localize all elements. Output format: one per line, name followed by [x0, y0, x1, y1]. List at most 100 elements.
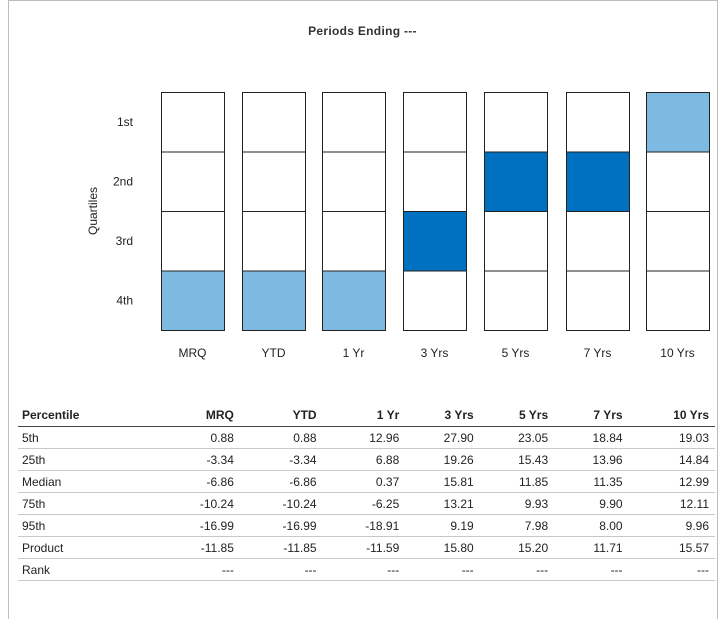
table-header-row: Percentile MRQ YTD 1 Yr 3 Yrs 5 Yrs 7 Yr…: [18, 404, 715, 427]
table-cell: ---: [479, 558, 555, 581]
quartile-cell-highlighted: [646, 92, 710, 153]
table-cell: ---: [239, 558, 323, 581]
quartile-cell-highlighted: [242, 270, 306, 331]
quartile-cell: [566, 92, 630, 153]
period-label: YTD: [262, 346, 286, 360]
table-row: Median -6.86 -6.86 0.37 15.81 11.85 11.35 12.99: [18, 470, 715, 493]
table-cell: 9.96: [628, 514, 715, 537]
col-header-ytd: YTD: [239, 404, 323, 427]
table-cell: 9.19: [405, 514, 480, 537]
percentile-table: Percentile MRQ YTD 1 Yr 3 Yrs 5 Yrs 7 Yr…: [18, 404, 715, 581]
y-axis-label: Quartiles: [86, 187, 100, 235]
table-cell: -6.25: [322, 492, 406, 515]
quartile-label: 2nd: [113, 174, 133, 188]
col-header-percentile: Percentile: [18, 404, 158, 427]
table-cell: -6.86: [239, 470, 323, 493]
table-cell: -16.99: [239, 514, 323, 537]
table-cell: 0.88: [157, 426, 240, 449]
quartile-cell: [484, 211, 548, 272]
table-cell: 7.98: [479, 514, 555, 537]
quartile-cell: [646, 270, 710, 331]
quartile-cell: [403, 270, 467, 331]
row-label: 5th: [18, 426, 158, 449]
quartile-cell: [322, 151, 386, 212]
quartile-chart: MRQ YTD 1 Yr 3 Yrs 5 Yrs 7 Yrs 10 Yrs 1st 2nd 3rd…: [86, 92, 710, 360]
table-cell: 0.37: [322, 470, 406, 493]
table-cell: 15.57: [628, 536, 715, 559]
table-cell: ---: [554, 558, 629, 581]
quartile-cell: [566, 211, 630, 272]
quartile-label: 3rd: [116, 234, 133, 248]
period-label: 10 Yrs: [660, 346, 694, 360]
table-cell: 15.80: [405, 536, 480, 559]
table-cell: -16.99: [157, 514, 240, 537]
table-cell: -10.24: [239, 492, 323, 515]
row-label: Product: [18, 536, 158, 559]
table-cell: -18.91: [322, 514, 406, 537]
table-row: 75th -10.24 -10.24 -6.25 13.21 9.93 9.90 12.11: [18, 492, 715, 515]
table-cell: -3.34: [157, 448, 240, 471]
table-cell: -6.86: [157, 470, 240, 493]
table-cell: 23.05: [479, 426, 555, 449]
chart-title: Periods Ending ---: [308, 24, 417, 38]
row-label: Rank: [18, 558, 158, 581]
table-cell: 9.93: [479, 492, 555, 515]
table-cell: 11.71: [554, 536, 629, 559]
table-cell: 15.43: [479, 448, 555, 471]
quartile-cell: [242, 92, 306, 153]
quartile-cell: [242, 211, 306, 272]
table-cell: -11.85: [239, 536, 323, 559]
col-header-5yrs: 5 Yrs: [479, 404, 555, 427]
table-row: 5th 0.88 0.88 12.96 27.90 23.05 18.84 19.03: [18, 426, 715, 449]
quartile-label: 4th: [116, 293, 133, 307]
table-cell: ---: [405, 558, 480, 581]
quartile-cell: [403, 92, 467, 153]
quartile-cell-highlighted: [484, 151, 548, 212]
row-label: 25th: [18, 448, 158, 471]
table-cell: 27.90: [405, 426, 480, 449]
quartile-cell-highlighted: [403, 211, 467, 272]
table-cell: 14.84: [628, 448, 715, 471]
table-cell: 19.26: [405, 448, 480, 471]
quartile-cell: [161, 92, 225, 153]
quartile-cell: [484, 92, 548, 153]
table-cell: -3.34: [239, 448, 323, 471]
table-cell: 11.85: [479, 470, 555, 493]
table-cell: ---: [322, 558, 406, 581]
row-label: 75th: [18, 492, 158, 515]
period-label: 5 Yrs: [502, 346, 530, 360]
table-cell: 0.88: [239, 426, 323, 449]
table-cell: 8.00: [554, 514, 629, 537]
table-cell: 18.84: [554, 426, 629, 449]
table-cell: 9.90: [554, 492, 629, 515]
col-header-1yr: 1 Yr: [322, 404, 406, 427]
col-header-mrq: MRQ: [157, 404, 240, 427]
table-row: Product -11.85 -11.85 -11.59 15.80 15.20 11.71…: [18, 536, 715, 559]
quartile-cell: [322, 211, 386, 272]
col-header-7yrs: 7 Yrs: [554, 404, 629, 427]
col-header-10yrs: 10 Yrs: [628, 404, 715, 427]
table-cell: 13.96: [554, 448, 629, 471]
table-row: 25th -3.34 -3.34 6.88 19.26 15.43 13.96 14.84: [18, 448, 715, 471]
quartile-cell-highlighted: [161, 270, 225, 331]
col-header-3yrs: 3 Yrs: [405, 404, 480, 427]
row-label: Median: [18, 470, 158, 493]
table-cell: -11.85: [157, 536, 240, 559]
quartile-cell: [484, 270, 548, 331]
table-cell: 12.96: [322, 426, 406, 449]
quartile-cell-highlighted: [322, 270, 386, 331]
period-label: 3 Yrs: [421, 346, 449, 360]
quartile-cell: [566, 270, 630, 331]
quartile-cell: [403, 151, 467, 212]
table-cell: 15.81: [405, 470, 480, 493]
table-cell: 12.99: [628, 470, 715, 493]
table-row: Rank --- --- --- --- --- --- ---: [18, 558, 715, 581]
quartile-cell: [646, 211, 710, 272]
table-cell: 12.11: [628, 492, 715, 515]
table-row: 95th -16.99 -16.99 -18.91 9.19 7.98 8.00 9.96: [18, 514, 715, 537]
table-cell: 19.03: [628, 426, 715, 449]
quartile-cell-highlighted: [566, 151, 630, 212]
quartile-cell: [242, 151, 306, 212]
table-cell: 15.20: [479, 536, 555, 559]
period-label: 7 Yrs: [584, 346, 612, 360]
